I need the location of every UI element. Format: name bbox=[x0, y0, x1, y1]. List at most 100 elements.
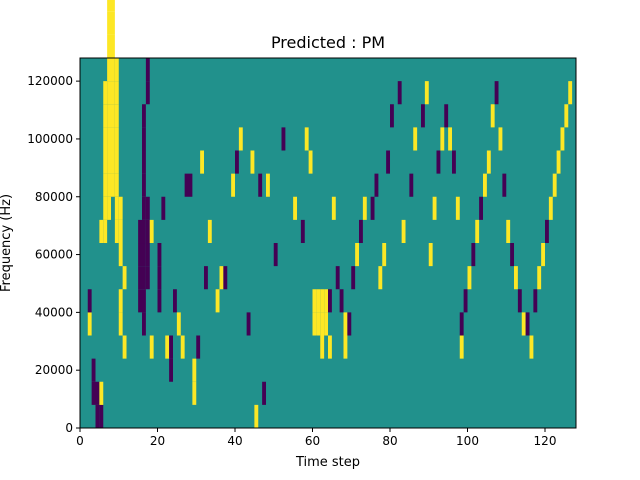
heatmap-cell bbox=[142, 266, 146, 290]
heatmap-cell bbox=[192, 381, 197, 405]
heatmap-cell bbox=[312, 289, 317, 313]
heatmap-cell bbox=[114, 173, 119, 197]
heatmap-cell bbox=[114, 219, 119, 244]
heatmap-cell bbox=[118, 196, 123, 220]
heatmap-cell bbox=[95, 404, 100, 429]
heatmap-cell bbox=[95, 381, 100, 405]
heatmap-cell bbox=[142, 219, 146, 244]
heatmap-cell bbox=[111, 0, 115, 12]
heatmap-cell bbox=[99, 219, 104, 244]
heatmap-cell bbox=[114, 127, 119, 151]
heatmap-cell bbox=[525, 312, 530, 336]
heatmap-cell bbox=[331, 196, 336, 220]
heatmap-cell bbox=[107, 81, 112, 105]
heatmap-cell bbox=[204, 266, 208, 290]
heatmap-cell bbox=[479, 196, 484, 220]
heatmap-cell bbox=[428, 243, 433, 267]
heatmap-cell bbox=[320, 289, 325, 313]
heatmap-cell bbox=[382, 243, 387, 267]
heatmap-cell bbox=[510, 243, 515, 267]
heatmap-cell bbox=[111, 150, 115, 174]
heatmap-cell bbox=[114, 58, 119, 82]
heatmap-cell bbox=[145, 81, 150, 105]
y-tick-label: 40000 bbox=[35, 305, 73, 319]
heatmap-cell bbox=[149, 335, 154, 359]
heatmap-cell bbox=[91, 358, 96, 382]
heatmap-cell bbox=[378, 266, 383, 290]
y-tick-label: 60000 bbox=[35, 248, 73, 262]
heatmap-cell bbox=[471, 243, 476, 267]
heatmap-cell bbox=[107, 34, 112, 59]
heatmap-cell bbox=[556, 150, 561, 174]
heatmap-cell bbox=[328, 335, 332, 359]
heatmap-cell bbox=[107, 0, 112, 12]
heatmap-cell bbox=[324, 312, 329, 336]
heatmap-cell bbox=[122, 335, 127, 359]
heatmap-cell bbox=[514, 266, 518, 290]
chart-title: Predicted : PM bbox=[271, 33, 385, 52]
heatmap-cell bbox=[254, 404, 259, 429]
heatmap-cell bbox=[564, 104, 569, 128]
heatmap-cell bbox=[103, 150, 108, 174]
heatmap-cell bbox=[138, 289, 143, 313]
heatmap-cell bbox=[145, 58, 150, 82]
heatmap-cell bbox=[355, 243, 360, 267]
heatmap-cell bbox=[459, 335, 464, 359]
heatmap-cell bbox=[370, 196, 375, 220]
heatmap-cell bbox=[196, 335, 201, 359]
heatmap-cell bbox=[118, 243, 123, 267]
x-tick-label: 100 bbox=[456, 434, 479, 448]
heatmap-cell bbox=[335, 266, 340, 290]
heatmap-cell bbox=[409, 173, 414, 197]
heatmap-cell bbox=[142, 173, 146, 197]
plot-area bbox=[79, 0, 577, 429]
heatmap-cell bbox=[452, 150, 456, 174]
heatmap-cell bbox=[545, 219, 549, 244]
heatmap-cell bbox=[374, 173, 379, 197]
x-tick-label: 120 bbox=[534, 434, 557, 448]
heatmap-cell bbox=[138, 243, 143, 267]
heatmap-cell bbox=[432, 196, 437, 220]
heatmap-cell bbox=[541, 243, 546, 267]
heatmap-cell bbox=[207, 219, 212, 244]
heatmap-cell bbox=[533, 289, 538, 313]
heatmap-cell bbox=[490, 104, 495, 128]
heatmap-cell bbox=[386, 150, 391, 174]
heatmap-cell bbox=[467, 266, 472, 290]
heatmap-cell bbox=[142, 312, 146, 336]
heatmap-cell bbox=[475, 219, 480, 244]
heatmap-cell bbox=[173, 289, 177, 313]
heatmap-cell bbox=[114, 150, 119, 174]
heatmap-cell bbox=[347, 312, 352, 336]
heatmap-cell bbox=[436, 150, 441, 174]
heatmap-cell bbox=[107, 173, 112, 197]
heatmap-cell bbox=[138, 266, 143, 290]
heatmap-cell bbox=[235, 150, 239, 174]
heatmap-cell bbox=[300, 219, 305, 244]
heatmap-cell bbox=[103, 196, 108, 220]
heatmap-cell bbox=[118, 289, 123, 313]
heatmap-cell bbox=[145, 243, 150, 267]
heatmap-cell bbox=[161, 196, 166, 220]
heatmap-cell bbox=[351, 266, 356, 290]
heatmap-cell bbox=[145, 196, 150, 220]
heatmap-cell bbox=[157, 266, 162, 290]
heatmap-cell bbox=[142, 243, 146, 267]
y-tick-label: 0 bbox=[65, 421, 73, 435]
heatmap-cell bbox=[238, 127, 243, 151]
heatmap-cell bbox=[184, 173, 189, 197]
heatmap-cell bbox=[107, 196, 112, 220]
y-axis-label: Frequency (Hz) bbox=[0, 194, 14, 292]
heatmap-cells bbox=[87, 0, 573, 429]
x-axis-ticks: 0 20 40 60 80 100 120 bbox=[76, 428, 556, 448]
x-tick-label: 60 bbox=[305, 434, 320, 448]
x-tick-label: 40 bbox=[227, 434, 242, 448]
heatmap-cell bbox=[568, 81, 573, 105]
heatmap-cell bbox=[188, 173, 193, 197]
heatmap-cell bbox=[328, 289, 332, 313]
heatmap-cell bbox=[103, 104, 108, 128]
heatmap-cell bbox=[397, 81, 402, 105]
heatmap-cell bbox=[262, 381, 267, 405]
heatmap-cell bbox=[502, 173, 507, 197]
x-tick-label: 80 bbox=[382, 434, 397, 448]
